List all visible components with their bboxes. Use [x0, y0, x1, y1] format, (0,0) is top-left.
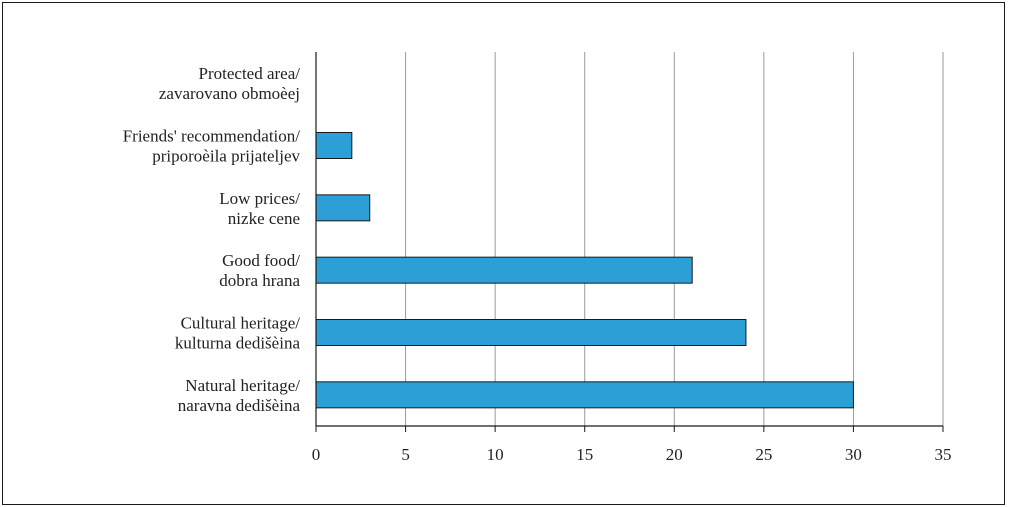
bar — [315, 256, 693, 284]
category-label: Natural heritage/ — [185, 376, 300, 395]
category-label: Protected area/ — [199, 64, 301, 83]
bars — [315, 132, 854, 409]
x-tick-label: 25 — [755, 445, 772, 464]
bar — [315, 194, 371, 222]
category-label: Good food/ — [222, 251, 300, 270]
category-label: Cultural heritage/ — [181, 314, 301, 333]
bar — [315, 381, 854, 409]
category-label: naravna dedišèina — [178, 396, 301, 415]
category-label: kulturna dedišèina — [175, 334, 301, 353]
x-tick-label: 0 — [312, 445, 321, 464]
x-tick-label: 30 — [845, 445, 862, 464]
tick-labels: 0 5 10 15 20 25 30 35 — [312, 445, 952, 464]
category-label: nizke cene — [228, 209, 300, 228]
x-tick-label: 15 — [576, 445, 593, 464]
bar — [315, 319, 747, 346]
category-label: zavarovano obmoèej — [159, 84, 300, 103]
x-tick-label: 5 — [401, 445, 410, 464]
category-label: dobra hrana — [219, 271, 300, 290]
category-labels: Protected area/zavarovano obmoèej Friends… — [123, 64, 301, 415]
category-label: Friends' recommendation/ — [123, 127, 301, 146]
grid-lines — [405, 52, 944, 426]
axes — [315, 52, 944, 432]
x-tick-label: 35 — [935, 445, 952, 464]
x-tick-label: 10 — [487, 445, 504, 464]
bar — [315, 132, 353, 159]
category-label: priporoèila prijateljev — [152, 147, 300, 166]
category-label: Low prices/ — [219, 189, 300, 208]
x-tick-label: 20 — [666, 445, 683, 464]
